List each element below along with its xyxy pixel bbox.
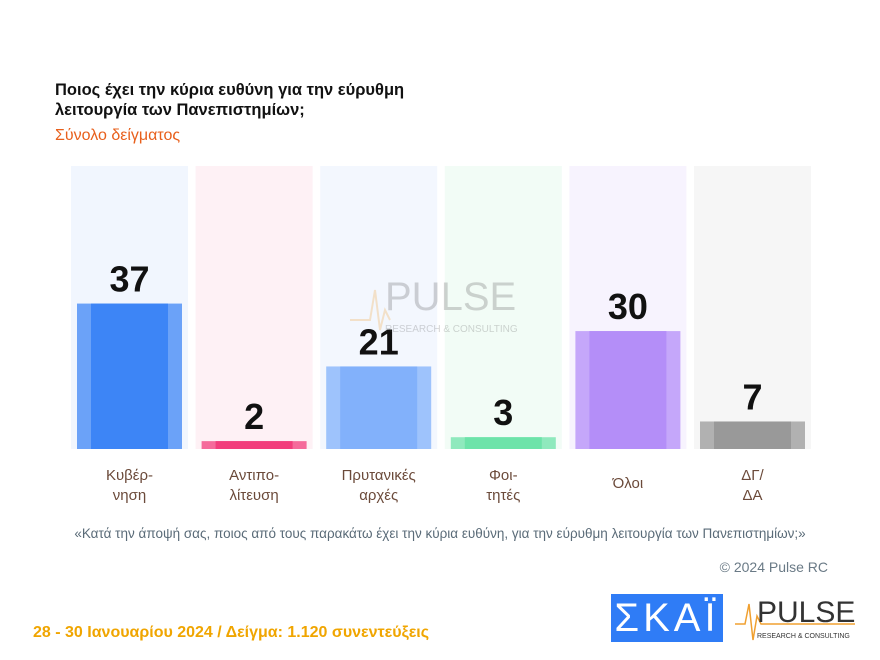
category-label: ΔΓ/ΔΑ <box>741 467 764 504</box>
column-background <box>444 166 562 449</box>
data-label: 30 <box>608 286 648 327</box>
category-label: Φοι-τητές <box>486 467 521 504</box>
bar-core-5 <box>714 421 791 449</box>
category-label: Πρυτανικές αρχές <box>341 467 416 504</box>
question-text: «Κατά την άποψή σας, ποιος από τους παρα… <box>74 526 806 541</box>
data-label: 2 <box>244 396 264 437</box>
skai-logo: ΣΚΑΪ <box>611 594 723 642</box>
data-label: 21 <box>359 321 399 362</box>
bar-core-2 <box>340 366 418 449</box>
bar-core-4 <box>589 331 667 449</box>
survey-info: 28 - 30 Ιανουαρίου 2024 / Δείγμα: 1.120 … <box>33 624 430 641</box>
bar-core-3 <box>464 437 542 449</box>
chart-subtitle: Σύνολο δείγματος <box>55 127 181 144</box>
svg-text:PULSE: PULSE <box>757 596 855 629</box>
svg-text:PULSE: PULSE <box>385 275 516 319</box>
bar-core-1 <box>215 441 293 449</box>
column-background <box>195 166 313 449</box>
bar-chart: 37 2 21 3 30 7 <box>71 166 811 449</box>
category-label: Αντιπο-λίτευση <box>229 467 280 504</box>
chart-title: Ποιος έχει την κύρια ευθύνη για την εύρυ… <box>55 81 405 119</box>
svg-text:RESEARCH & CONSULTING: RESEARCH & CONSULTING <box>385 324 518 335</box>
pulse-logo: PULSE RESEARCH & CONSULTING <box>735 596 855 641</box>
pulse-watermark: PULSE RESEARCH & CONSULTING <box>350 275 518 335</box>
category-label: Όλοι <box>612 475 644 492</box>
column-background <box>694 166 811 449</box>
data-label: 7 <box>742 376 762 417</box>
data-label: 3 <box>493 392 513 433</box>
data-label: 37 <box>109 259 149 300</box>
copyright: © 2024 Pulse RC <box>719 559 828 575</box>
category-label: Κυβέρ-νηση <box>105 467 154 504</box>
svg-text:RESEARCH & CONSULTING: RESEARCH & CONSULTING <box>757 633 850 640</box>
bar-core-0 <box>91 303 168 449</box>
